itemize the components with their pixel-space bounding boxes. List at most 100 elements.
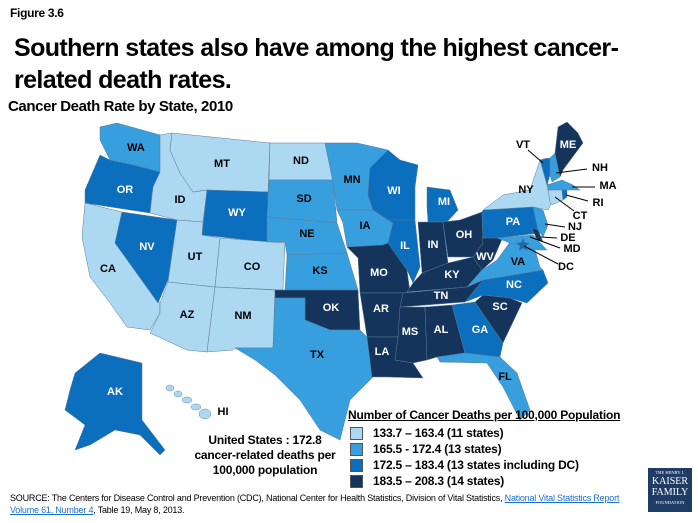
source-note: SOURCE: The Centers for Disease Control …: [10, 492, 640, 516]
leader-line-md: [529, 236, 561, 249]
state-label-wv: WV: [476, 251, 494, 263]
state-dc: [515, 237, 531, 252]
state-nv: [114, 211, 178, 304]
state-label-ok: OK: [323, 302, 340, 314]
state-label-nd: ND: [293, 155, 309, 167]
page-title-line1: Southern states also have among the high…: [14, 34, 619, 62]
legend-swatch: [350, 426, 363, 440]
state-fl: [436, 352, 531, 421]
state-label-in: IN: [428, 239, 439, 251]
legend-item: 133.7 – 163.4 (11 states): [348, 425, 620, 441]
state-label-ut: UT: [188, 251, 203, 263]
state-tx: [234, 297, 374, 441]
state-label-pa: PA: [506, 216, 521, 228]
leader-line-nj: [544, 223, 566, 228]
state-label-wi: WI: [387, 185, 400, 197]
legend-swatch: [350, 442, 363, 456]
state-label-ca: CA: [100, 263, 116, 275]
source-report-link[interactable]: National Vital Statistics Report Volume …: [10, 493, 620, 515]
state-label-la: LA: [375, 346, 390, 358]
state-label-ks: KS: [312, 265, 327, 277]
leader-line-de: [540, 236, 558, 239]
state-label-mi: MI: [438, 196, 450, 208]
us-summary-line2: cancer-related deaths per: [194, 448, 336, 462]
logo-line3: FAMILY: [651, 487, 689, 498]
state-label-nm: NM: [234, 310, 251, 322]
state-ga: [451, 301, 504, 358]
state-label-tx: TX: [310, 349, 325, 361]
leader-line-nh: [555, 168, 588, 174]
state-label-ms: MS: [402, 326, 419, 338]
source-suffix: , Table 19, May 8, 2013.: [93, 505, 185, 515]
state-label-az: AZ: [180, 309, 195, 321]
state-label-oh: OH: [456, 229, 473, 241]
state-label-ny: NY: [518, 184, 534, 196]
map-legend: Number of Cancer Deaths per 100,000 Popu…: [348, 408, 620, 489]
state-nh: [549, 152, 561, 183]
kff-logo: THE HENRY J. KAISER FAMILY FOUNDATION: [648, 468, 692, 512]
state-label-id: ID: [175, 194, 186, 206]
legend-label: 133.7 – 163.4 (11 states): [373, 426, 504, 440]
state-ak: [64, 352, 166, 456]
state-label-vt: VT: [516, 139, 530, 151]
us-summary: United States : 172.8 cancer-related dea…: [190, 433, 340, 478]
state-label-wy: WY: [228, 207, 246, 219]
legend-label: 165.5 - 172.4 (13 states): [373, 442, 502, 456]
source-prefix: SOURCE: The Centers for Disease Control …: [10, 493, 505, 503]
state-label-wa: WA: [127, 142, 145, 154]
state-label-tn: TN: [434, 290, 449, 302]
page-title-line2: related death rates.: [14, 66, 232, 94]
state-label-mt: MT: [214, 158, 230, 170]
logo-line4: FOUNDATION: [655, 500, 685, 505]
leader-line-ri: [565, 194, 589, 202]
legend-label: 183.5 – 208.3 (14 states): [373, 474, 505, 488]
state-wi: [367, 149, 419, 221]
state-label-md: MD: [563, 243, 580, 255]
state-hi: [165, 384, 212, 420]
state-label-sc: SC: [492, 301, 507, 313]
leader-line-ct: [554, 196, 575, 212]
state-label-nh: NH: [592, 162, 608, 174]
state-me: [554, 121, 584, 178]
state-label-or: OR: [117, 184, 134, 196]
us-summary-line3: 100,000 population: [212, 463, 318, 477]
logo-line2: KAISER: [651, 476, 689, 487]
state-ar: [359, 292, 404, 338]
legend-swatch: [350, 474, 363, 488]
state-label-hi: HI: [218, 406, 229, 418]
state-label-ne: NE: [299, 228, 314, 240]
state-nj: [532, 206, 549, 238]
state-ri: [561, 189, 568, 201]
state-label-ak: AK: [107, 386, 123, 398]
leader-line-dc: [523, 245, 559, 265]
state-label-ri: RI: [593, 197, 604, 209]
state-label-va: VA: [511, 256, 526, 268]
logo-line1: THE HENRY J.: [655, 470, 685, 475]
legend-label: 172.5 – 183.4 (13 states including DC): [373, 458, 579, 472]
us-summary-line1: United States : 172.8: [208, 433, 322, 447]
state-or: [84, 154, 161, 214]
state-label-dc: DC: [558, 261, 574, 273]
state-label-de: DE: [560, 232, 575, 244]
state-label-ct: CT: [573, 210, 588, 222]
legend-item: 183.5 – 208.3 (14 states): [348, 473, 620, 489]
state-label-fl: FL: [498, 371, 512, 383]
state-label-ga: GA: [472, 324, 489, 336]
state-label-nj: NJ: [568, 221, 582, 233]
map-subtitle: Cancer Death Rate by State, 2010: [8, 98, 233, 115]
legend-swatch: [350, 458, 363, 472]
state-label-mn: MN: [343, 174, 360, 186]
state-label-ar: AR: [373, 303, 389, 315]
state-label-mo: MO: [370, 267, 388, 279]
state-label-ky: KY: [444, 269, 460, 281]
state-label-co: CO: [244, 261, 261, 273]
state-label-nc: NC: [506, 279, 522, 291]
legend-item: 172.5 – 183.4 (13 states including DC): [348, 457, 620, 473]
state-label-ma: MA: [599, 180, 616, 192]
leader-line-vt: [527, 149, 544, 164]
state-il: [387, 219, 421, 284]
state-label-me: ME: [560, 139, 577, 151]
figure-label: Figure 3.6: [10, 6, 64, 20]
state-label-il: IL: [400, 240, 410, 252]
